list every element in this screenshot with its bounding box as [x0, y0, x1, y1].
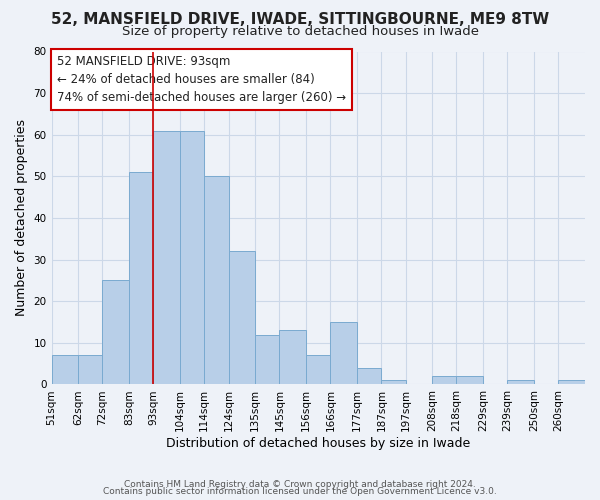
Y-axis label: Number of detached properties: Number of detached properties [15, 120, 28, 316]
Bar [103, 280, 129, 384]
Bar [357, 368, 382, 384]
Text: 52, MANSFIELD DRIVE, IWADE, SITTINGBOURNE, ME9 8TW: 52, MANSFIELD DRIVE, IWADE, SITTINGBOURN… [51, 12, 549, 28]
Bar [154, 130, 180, 384]
Bar [229, 252, 255, 384]
Bar [280, 330, 306, 384]
X-axis label: Distribution of detached houses by size in Iwade: Distribution of detached houses by size … [166, 437, 470, 450]
Bar [432, 376, 457, 384]
Bar [180, 130, 205, 384]
Text: Size of property relative to detached houses in Iwade: Size of property relative to detached ho… [121, 25, 479, 38]
Bar [255, 334, 280, 384]
Bar [559, 380, 585, 384]
Text: 52 MANSFIELD DRIVE: 93sqm
← 24% of detached houses are smaller (84)
74% of semi-: 52 MANSFIELD DRIVE: 93sqm ← 24% of detac… [57, 55, 346, 104]
Bar [331, 322, 357, 384]
Text: Contains public sector information licensed under the Open Government Licence v3: Contains public sector information licen… [103, 487, 497, 496]
Bar [457, 376, 483, 384]
Bar [205, 176, 229, 384]
Bar [382, 380, 406, 384]
Bar [52, 356, 78, 384]
Bar [78, 356, 103, 384]
Bar [129, 172, 154, 384]
Bar [306, 356, 331, 384]
Bar [508, 380, 534, 384]
Text: Contains HM Land Registry data © Crown copyright and database right 2024.: Contains HM Land Registry data © Crown c… [124, 480, 476, 489]
